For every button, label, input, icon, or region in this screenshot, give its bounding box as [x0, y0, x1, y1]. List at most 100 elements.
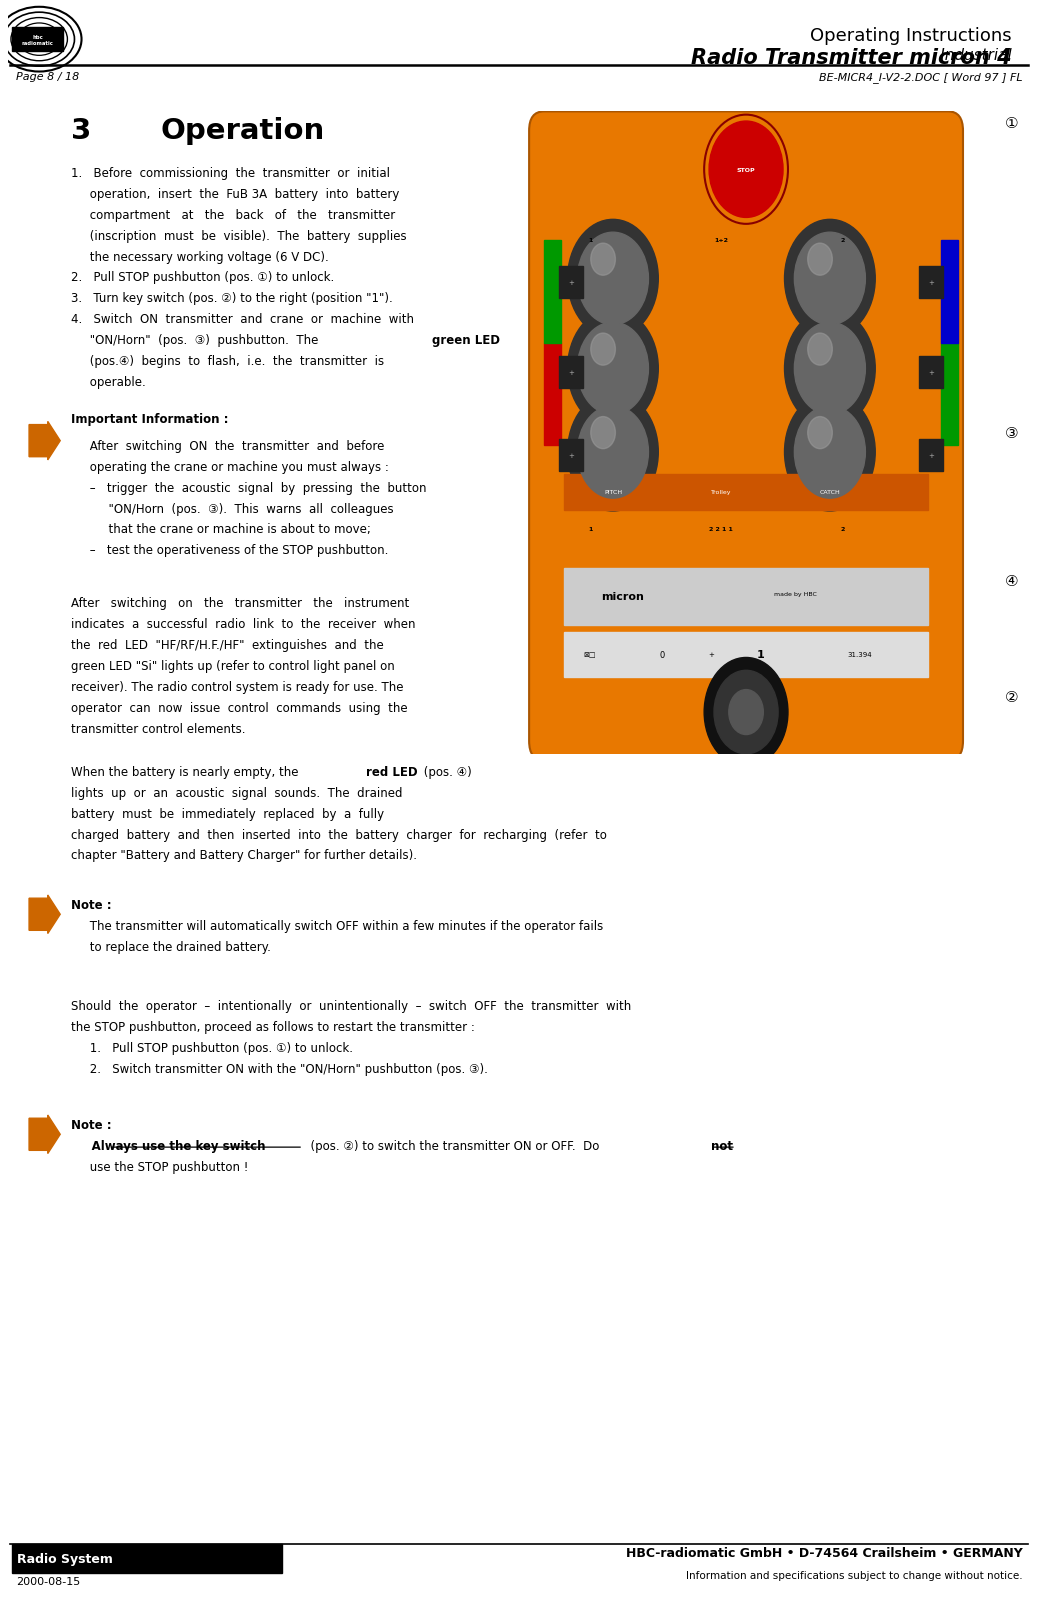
Bar: [11, 27, 63, 53]
Text: operation,  insert  the  FuB 3A  battery  into  battery: operation, insert the FuB 3A battery int…: [71, 188, 399, 201]
Text: 1.   Before  commissioning  the  transmitter  or  initial: 1. Before commissioning the transmitter …: [71, 167, 389, 180]
Bar: [940, 343, 958, 446]
Circle shape: [794, 406, 866, 499]
Text: ④: ④: [1005, 573, 1019, 589]
Text: 2.   Switch transmitter ON with the "ON/Horn" pushbutton (pos. ③).: 2. Switch transmitter ON with the "ON/Ho…: [71, 1063, 488, 1075]
Text: HBC-radiomatic GmbH • D-74564 Crailsheim • GERMANY: HBC-radiomatic GmbH • D-74564 Crailsheim…: [626, 1546, 1022, 1558]
Bar: [919, 440, 944, 472]
Text: File:  MICRON4-I.CDR [ CorelDraw 8.0 ]  2000-06-19  FL: File: MICRON4-I.CDR [ CorelDraw 8.0 ] 20…: [529, 326, 537, 509]
Circle shape: [704, 658, 788, 767]
Text: operating the crane or machine you must always :: operating the crane or machine you must …: [71, 461, 388, 473]
Text: the necessary working voltage (6 V DC).: the necessary working voltage (6 V DC).: [71, 250, 328, 263]
Text: ①: ①: [1005, 116, 1019, 132]
Text: made by HBC: made by HBC: [774, 591, 817, 597]
Text: "ON/Horn  (pos.  ③).  This  warns  all  colleagues: "ON/Horn (pos. ③). This warns all collea…: [71, 502, 393, 515]
Text: Note :: Note :: [71, 899, 111, 912]
Text: 2 2 1 1: 2 2 1 1: [709, 526, 734, 533]
Text: Radio System: Radio System: [17, 1552, 112, 1565]
Circle shape: [577, 233, 649, 326]
Bar: [558, 440, 583, 472]
Text: Radio Transmitter micron 4: Radio Transmitter micron 4: [691, 48, 1012, 67]
FancyArrow shape: [29, 422, 60, 461]
Bar: [544, 343, 562, 446]
Text: (pos. ②) to switch the transmitter ON or OFF.  Do: (pos. ②) to switch the transmitter ON or…: [303, 1140, 607, 1152]
Text: micron: micron: [601, 592, 645, 602]
Text: "ON/Horn"  (pos.  ③)  pushbutton.  The: "ON/Horn" (pos. ③) pushbutton. The: [71, 334, 326, 347]
FancyArrow shape: [29, 896, 60, 934]
Text: –   test the operativeness of the STOP pushbutton.: – test the operativeness of the STOP pus…: [71, 544, 388, 557]
Bar: [564, 475, 928, 510]
Text: –   trigger  the  acoustic  signal  by  pressing  the  button: – trigger the acoustic signal by pressin…: [71, 482, 426, 494]
Text: Information and specifications subject to change without notice.: Information and specifications subject t…: [686, 1570, 1022, 1579]
Text: to replace the drained battery.: to replace the drained battery.: [71, 941, 271, 953]
Text: +: +: [928, 369, 934, 376]
Text: hbc
radiomatic: hbc radiomatic: [22, 35, 53, 45]
Text: 3: 3: [71, 117, 91, 144]
Text: CATCH: CATCH: [820, 490, 840, 494]
Text: Important Information :: Important Information :: [71, 412, 228, 425]
Text: +: +: [568, 369, 574, 376]
Bar: [558, 266, 583, 299]
Circle shape: [714, 671, 778, 754]
Text: The transmitter will automatically switch OFF within a few minutes if the operat: The transmitter will automatically switc…: [71, 920, 603, 933]
Text: Operating Instructions: Operating Instructions: [811, 27, 1012, 45]
Text: transmitter control elements.: transmitter control elements.: [71, 722, 245, 735]
Text: 0: 0: [659, 650, 665, 660]
Bar: [558, 356, 583, 388]
Text: ②: ②: [1005, 689, 1019, 705]
Circle shape: [808, 244, 832, 276]
Text: (inscription  must  be  visible).  The  battery  supplies: (inscription must be visible). The batte…: [71, 230, 406, 242]
Circle shape: [729, 690, 763, 735]
Text: +: +: [568, 279, 574, 286]
Text: receiver). The radio control system is ready for use. The: receiver). The radio control system is r…: [71, 681, 403, 693]
Circle shape: [794, 323, 866, 416]
Circle shape: [568, 310, 658, 429]
FancyBboxPatch shape: [529, 112, 963, 761]
Text: +: +: [709, 652, 714, 658]
Bar: [919, 266, 944, 299]
Circle shape: [709, 122, 783, 218]
Text: use the STOP pushbutton !: use the STOP pushbutton !: [71, 1160, 248, 1173]
Text: chapter "Battery and Battery Charger" for further details).: chapter "Battery and Battery Charger" fo…: [71, 849, 416, 862]
Text: Should  the  operator  –  intentionally  or  unintentionally  –  switch  OFF  th: Should the operator – intentionally or u…: [71, 1000, 631, 1013]
Text: ③: ③: [1005, 425, 1019, 441]
Text: +: +: [568, 453, 574, 459]
Text: 2.   Pull STOP pushbutton (pos. ①) to unlock.: 2. Pull STOP pushbutton (pos. ①) to unlo…: [71, 271, 334, 284]
Text: Note :: Note :: [71, 1119, 111, 1132]
Text: Industrial: Industrial: [716, 48, 1012, 63]
Text: 2: 2: [840, 238, 844, 244]
Bar: [544, 241, 562, 343]
Circle shape: [577, 323, 649, 416]
Circle shape: [568, 393, 658, 512]
Text: When the battery is nearly empty, the: When the battery is nearly empty, the: [71, 766, 302, 778]
Text: 31.394: 31.394: [847, 652, 872, 658]
Bar: [919, 356, 944, 388]
Circle shape: [794, 233, 866, 326]
Text: After  switching  ON  the  transmitter  and  before: After switching ON the transmitter and b…: [71, 440, 384, 453]
Text: BE-MICR4_I-V2-2.DOC [ Word 97 ] FL: BE-MICR4_I-V2-2.DOC [ Word 97 ] FL: [819, 72, 1022, 83]
Text: +: +: [928, 453, 934, 459]
Text: 1: 1: [589, 526, 593, 533]
Text: indicates  a  successful  radio  link  to  the  receiver  when: indicates a successful radio link to the…: [71, 618, 415, 631]
Circle shape: [785, 310, 875, 429]
Text: 1: 1: [589, 238, 593, 244]
FancyArrow shape: [29, 1115, 60, 1154]
Text: ⊠□: ⊠□: [583, 652, 596, 658]
Text: red LED: red LED: [366, 766, 418, 778]
Text: Trolley: Trolley: [711, 490, 732, 494]
Text: lights  up  or  an  acoustic  signal  sounds.  The  drained: lights up or an acoustic signal sounds. …: [71, 786, 402, 799]
Circle shape: [785, 393, 875, 512]
Text: green LED "Si" lights up (refer to control light panel on: green LED "Si" lights up (refer to contr…: [71, 660, 394, 672]
Text: 3.   Turn key switch (pos. ②) to the right (position "1").: 3. Turn key switch (pos. ②) to the right…: [71, 292, 392, 305]
Text: STOP: STOP: [737, 167, 756, 173]
Text: 1.   Pull STOP pushbutton (pos. ①) to unlock.: 1. Pull STOP pushbutton (pos. ①) to unlo…: [71, 1042, 353, 1054]
Text: battery  must  be  immediately  replaced  by  a  fully: battery must be immediately replaced by …: [71, 807, 384, 820]
Text: (pos.④)  begins  to  flash,  i.e.  the  transmitter  is: (pos.④) begins to flash, i.e. the transm…: [71, 355, 384, 368]
Text: operable.: operable.: [71, 376, 145, 388]
Circle shape: [808, 334, 832, 366]
Text: +: +: [928, 279, 934, 286]
Text: 2000-08-15: 2000-08-15: [17, 1576, 81, 1586]
Text: 2: 2: [840, 526, 844, 533]
Circle shape: [808, 417, 832, 449]
Circle shape: [591, 417, 616, 449]
